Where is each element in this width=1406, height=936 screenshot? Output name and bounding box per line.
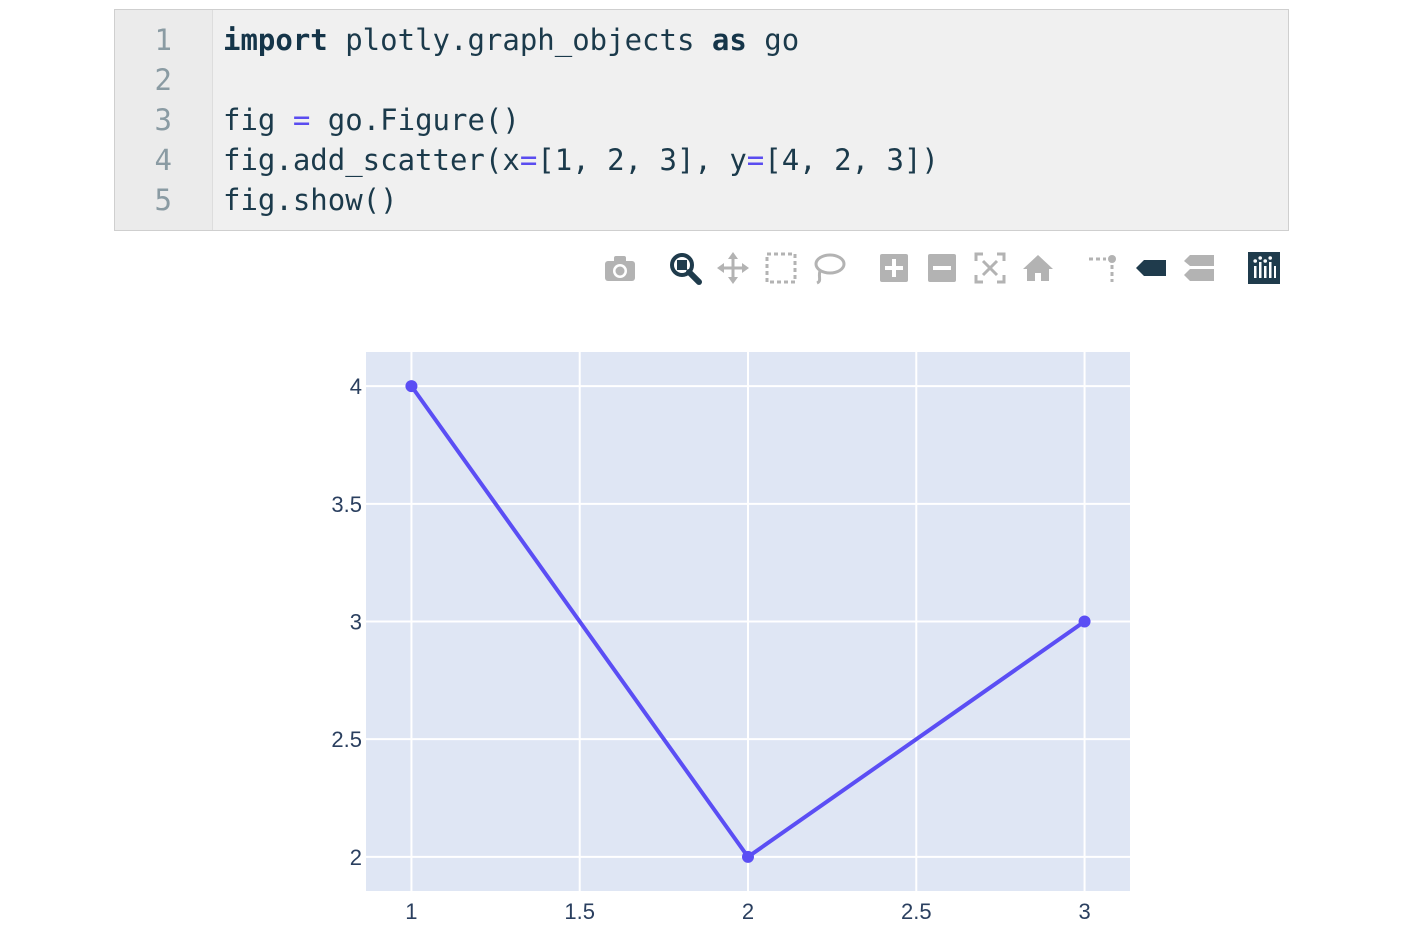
box-select-button[interactable] xyxy=(761,248,801,288)
x-tick-label: 3 xyxy=(1078,899,1090,924)
line-number: 4 xyxy=(154,143,172,177)
autoscale-icon xyxy=(973,251,1007,285)
hover-compare-icon xyxy=(1182,253,1216,283)
zoom-icon xyxy=(668,251,702,285)
hover-closest-button[interactable] xyxy=(1131,248,1171,288)
data-point xyxy=(405,380,418,393)
code-token: fig xyxy=(223,103,293,137)
zoom-out-icon xyxy=(927,253,957,283)
zoom-out-button[interactable] xyxy=(922,248,962,288)
code-token: plotly.graph_objects xyxy=(327,23,712,57)
line-number: 5 xyxy=(154,183,172,217)
code-token: fig.show() xyxy=(223,183,398,217)
lasso-select-icon xyxy=(812,251,846,285)
code-token: [4, 2, 3]) xyxy=(764,143,939,177)
autoscale-button[interactable] xyxy=(970,248,1010,288)
pan-button[interactable] xyxy=(713,248,753,288)
line-number-gutter: 1 2 3 4 5 xyxy=(115,10,213,230)
code-line[interactable]: import plotly.graph_objects as go xyxy=(223,20,799,60)
code-line[interactable]: fig = go.Figure() xyxy=(223,100,520,140)
y-tick-label: 3.5 xyxy=(331,492,362,517)
operator-token: = xyxy=(292,103,311,137)
y-tick-label: 4 xyxy=(350,374,362,399)
zoom-in-button[interactable] xyxy=(874,248,914,288)
line-number: 3 xyxy=(154,103,172,137)
plotly-logo-button[interactable] xyxy=(1244,248,1284,288)
camera-button[interactable] xyxy=(600,248,640,288)
code-token: go.Figure() xyxy=(310,103,520,137)
x-tick-label: 1.5 xyxy=(564,899,595,924)
line-number: 1 xyxy=(154,23,172,57)
hover-closest-icon xyxy=(1134,256,1168,280)
operator-token: = xyxy=(746,143,765,177)
y-tick-label: 2 xyxy=(350,845,362,870)
keyword-token: as xyxy=(711,23,747,57)
reset-axes-icon xyxy=(1021,253,1055,283)
code-token: go xyxy=(746,23,800,57)
zoom-button[interactable] xyxy=(665,248,705,288)
data-point xyxy=(742,850,754,863)
code-token: [1, 2, 3], y xyxy=(537,143,747,177)
pan-icon xyxy=(716,251,750,285)
operator-token: = xyxy=(519,143,538,177)
x-tick-label: 2.5 xyxy=(901,899,932,924)
y-tick-label: 2.5 xyxy=(331,727,362,752)
code-cell[interactable]: 1 2 3 4 5 import plotly.graph_objects as go f… xyxy=(114,9,1289,231)
x-tick-label: 2 xyxy=(742,899,754,924)
box-select-icon xyxy=(764,251,798,285)
lasso-select-button[interactable] xyxy=(809,248,849,288)
y-tick-label: 3 xyxy=(350,610,362,635)
code-token: fig.add_scatter(x xyxy=(223,143,520,177)
hover-compare-button[interactable] xyxy=(1179,248,1219,288)
line-number: 2 xyxy=(154,63,172,97)
zoom-in-icon xyxy=(879,253,909,283)
code-line[interactable]: fig.show() xyxy=(223,180,398,220)
x-tick-label: 1 xyxy=(405,899,417,924)
code-line[interactable]: fig.add_scatter(x=[1, 2, 3], y=[4, 2, 3]… xyxy=(223,140,939,180)
reset-axes-button[interactable] xyxy=(1018,248,1058,288)
camera-icon xyxy=(603,253,637,283)
data-point xyxy=(1078,615,1091,628)
keyword-token: import xyxy=(223,23,328,57)
plotly-logo-icon xyxy=(1248,252,1280,284)
spike-lines-button[interactable] xyxy=(1083,248,1123,288)
spike-lines-icon xyxy=(1086,251,1120,285)
